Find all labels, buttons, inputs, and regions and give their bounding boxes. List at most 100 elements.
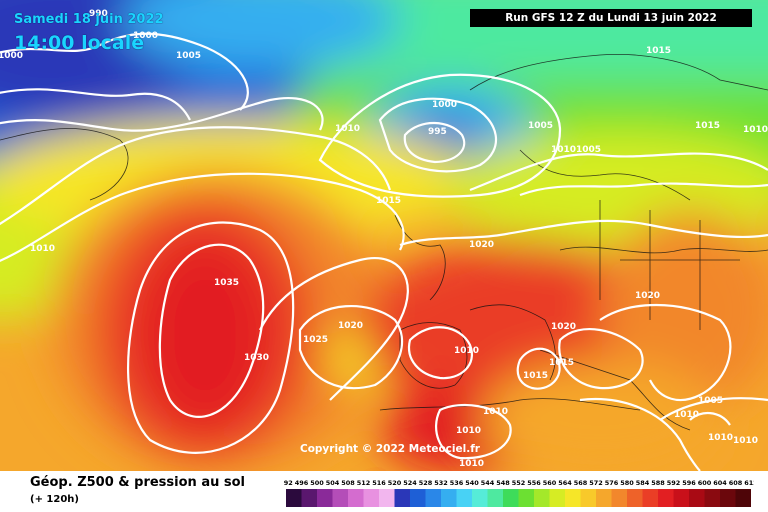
scale-color-swatch <box>301 489 317 507</box>
isobar-label: 1010 <box>733 436 758 446</box>
scale-tick-label: 600 <box>698 479 712 487</box>
scale-color-swatch <box>456 489 472 507</box>
scale-color-swatch <box>317 489 333 507</box>
scale-color-swatch <box>487 489 503 507</box>
scale-color-swatch <box>286 489 302 507</box>
geopotential-field <box>0 0 768 471</box>
isobar-label: 1010 <box>30 244 55 254</box>
scale-tick-label: 504 <box>326 479 340 487</box>
isobar-label: 1020 <box>551 322 576 332</box>
scale-color-swatch <box>580 489 596 507</box>
scale-tick-label: 604 <box>713 479 727 487</box>
scale-tick-label: 528 <box>419 479 433 487</box>
isobar-label: 1010 <box>743 125 768 135</box>
map-product-title: Géop. Z500 & pression au sol <box>30 475 245 490</box>
scale-tick-label: 612 <box>744 479 754 487</box>
scale-tick-label: 536 <box>450 479 464 487</box>
scale-tick-label: 532 <box>434 479 448 487</box>
scale-color-swatch <box>348 489 364 507</box>
isobar-label: 1010 <box>454 346 479 356</box>
scale-tick-label: 492 <box>284 479 293 487</box>
scale-color-swatch <box>611 489 627 507</box>
isobar-label: 1025 <box>303 335 328 345</box>
isobar-label: 1010 <box>674 410 699 420</box>
scale-color-swatch <box>410 489 426 507</box>
isobar-label: 1010 <box>483 407 508 417</box>
scale-tick-label: 588 <box>651 479 665 487</box>
isobar-label: 1010 <box>708 433 733 443</box>
scale-color-swatch <box>332 489 348 507</box>
isobar-label: 1005 <box>698 396 723 406</box>
scale-color-swatch <box>379 489 395 507</box>
scale-tick-label: 548 <box>496 479 510 487</box>
copyright-notice: Copyright © 2022 Meteociel.fr <box>300 443 480 455</box>
forecast-lead-time: (+ 120h) <box>30 494 79 505</box>
scale-color-swatch <box>704 489 720 507</box>
scale-tick-label: 592 <box>667 479 681 487</box>
scale-color-swatch <box>472 489 488 507</box>
scale-tick-label: 500 <box>310 479 324 487</box>
scale-color-swatch <box>425 489 441 507</box>
scale-color-swatch <box>441 489 457 507</box>
scale-tick-label: 516 <box>372 479 386 487</box>
scale-color-swatch <box>642 489 658 507</box>
isobar-label: 1010 <box>335 124 360 134</box>
scale-tick-label: 512 <box>357 479 371 487</box>
scale-color-swatch <box>658 489 674 507</box>
isobar-label: 1015 <box>376 196 401 206</box>
scale-tick-label: 584 <box>636 479 650 487</box>
scale-color-swatch <box>596 489 612 507</box>
scale-tick-label: 508 <box>341 479 355 487</box>
scale-color-swatch <box>503 489 519 507</box>
isobars <box>0 32 768 471</box>
scale-tick-label: 596 <box>682 479 696 487</box>
isobar-label: 1035 <box>214 278 239 288</box>
coastlines <box>0 54 768 431</box>
scale-tick-label: 552 <box>512 479 526 487</box>
scale-color-swatch <box>689 489 705 507</box>
scale-tick-label: 560 <box>543 479 557 487</box>
scale-tick-label: 544 <box>481 479 495 487</box>
isobar-label: 990 <box>89 9 108 19</box>
isobar-label: 1015 <box>646 46 671 56</box>
scale-tick-label: 572 <box>589 479 603 487</box>
scale-color-swatch <box>673 489 689 507</box>
scale-tick-label: 520 <box>388 479 402 487</box>
isobar-label: 1010 <box>459 459 484 469</box>
isobar-label: 1015 <box>523 371 548 381</box>
scale-tick-label: 556 <box>527 479 541 487</box>
scale-color-swatch <box>627 489 643 507</box>
isobar-label: 1020 <box>338 321 363 331</box>
scale-tick-label: 580 <box>620 479 634 487</box>
isobar-label: 1005 <box>576 145 601 155</box>
isobar-label: 1010 <box>551 145 576 155</box>
isobar-label: 1000 <box>432 100 457 110</box>
isobar-label: 1000 <box>0 51 23 61</box>
scale-tick-label: 576 <box>605 479 619 487</box>
scale-tick-label: 564 <box>558 479 572 487</box>
isobar-label: 1020 <box>635 291 660 301</box>
isobar-labels: 990 1000 1000 1005 1010 1010 1015 1035 1… <box>0 9 768 469</box>
forecast-date: Samedi 18 juin 2022 <box>14 12 164 27</box>
isobar-label: 1005 <box>176 51 201 61</box>
scale-color-swatch <box>549 489 565 507</box>
scale-color-swatch <box>565 489 581 507</box>
scale-color-swatch <box>735 489 751 507</box>
scale-tick-label: 568 <box>574 479 588 487</box>
isobar-label: 1000 <box>133 31 158 41</box>
isobar-label: 1020 <box>469 240 494 250</box>
scale-tick-label: 608 <box>729 479 743 487</box>
scale-tick-label: 540 <box>465 479 479 487</box>
scale-color-swatch <box>518 489 534 507</box>
scale-color-swatch <box>720 489 736 507</box>
isobar-label: 1005 <box>528 121 553 131</box>
isobar-label: 995 <box>428 127 447 137</box>
forecast-local-time: 14:00 locale <box>14 32 145 54</box>
pressure-map: 990 1000 1000 1005 1010 1010 1015 1035 1… <box>0 0 768 471</box>
isobar-label: 1015 <box>695 121 720 131</box>
scale-tick-label: 496 <box>295 479 309 487</box>
isobar-label: 1010 <box>456 426 481 436</box>
isobar-label: 1015 <box>549 358 574 368</box>
isobar-label: 1030 <box>244 353 269 363</box>
run-info-banner: Run GFS 12 Z du Lundi 13 juin 2022 <box>470 9 752 27</box>
